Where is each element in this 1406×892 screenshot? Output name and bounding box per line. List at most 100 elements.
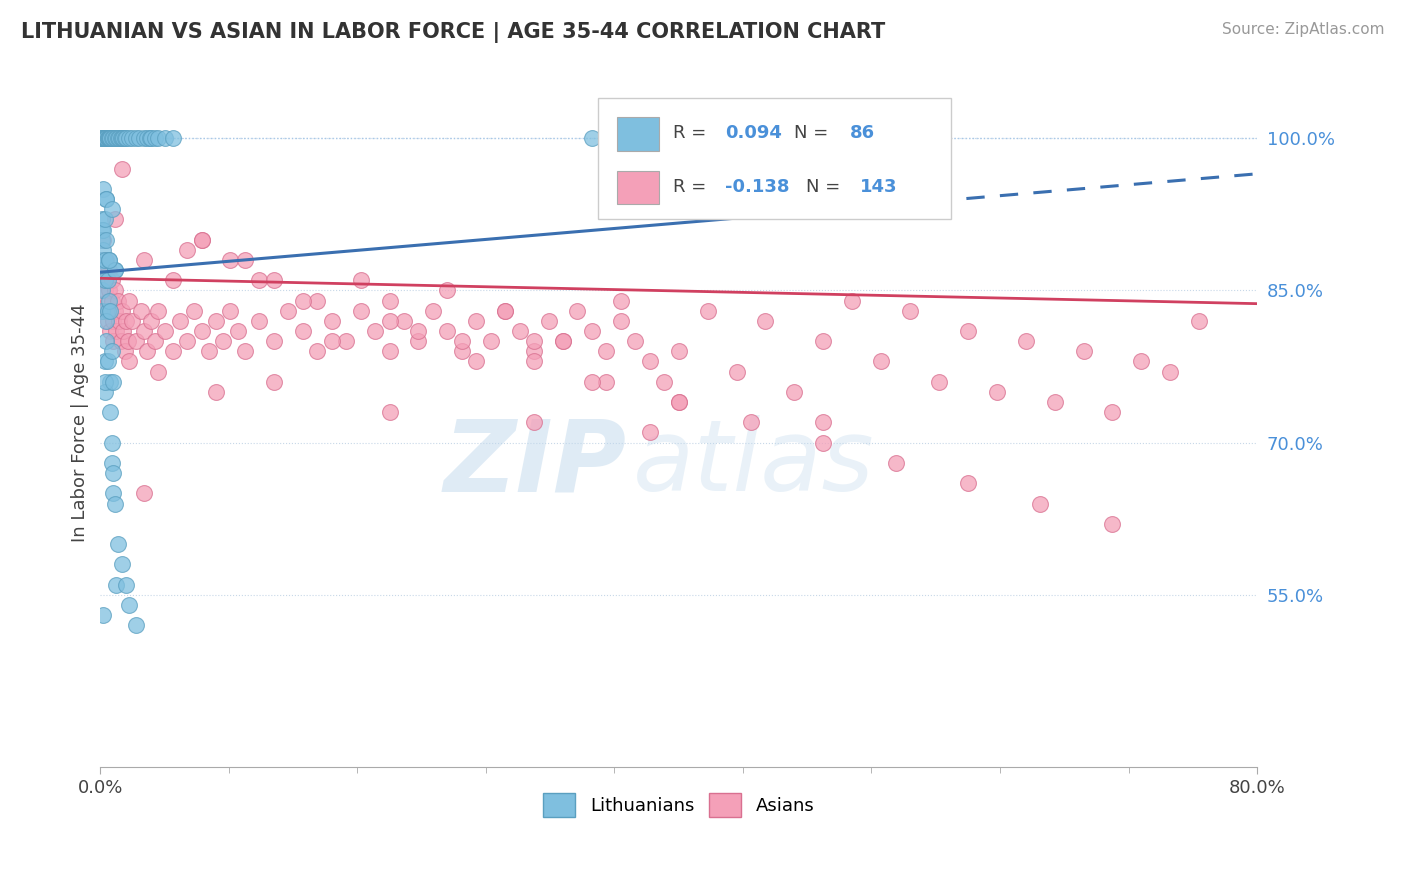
Point	[93, 253, 115, 268]
Point	[100, 303, 122, 318]
Text: R =: R =	[673, 125, 711, 143]
Point	[90, 253, 112, 268]
Point	[581, 131, 603, 145]
Point	[551, 334, 574, 349]
Point	[1029, 496, 1052, 510]
Point	[132, 253, 155, 268]
Point	[190, 233, 212, 247]
Point	[121, 314, 143, 328]
Point	[219, 253, 242, 268]
Point	[436, 284, 458, 298]
Point	[91, 182, 114, 196]
Point	[143, 334, 166, 349]
Point	[494, 303, 516, 318]
Point	[364, 324, 387, 338]
Point	[98, 263, 121, 277]
Point	[291, 324, 314, 338]
Point	[307, 293, 329, 308]
Point	[91, 222, 114, 236]
Point	[101, 131, 124, 145]
Point	[624, 334, 647, 349]
Point	[110, 334, 132, 349]
Point	[114, 344, 136, 359]
Point	[111, 131, 134, 145]
Point	[101, 273, 124, 287]
Point	[97, 131, 120, 145]
Point	[233, 253, 256, 268]
Point	[91, 233, 114, 247]
Point	[494, 303, 516, 318]
Point	[183, 303, 205, 318]
Point	[148, 131, 170, 145]
Point	[783, 384, 806, 399]
Point	[190, 324, 212, 338]
Legend: Lithuanians, Asians: Lithuanians, Asians	[536, 786, 821, 824]
Point	[813, 334, 835, 349]
Point	[114, 131, 136, 145]
Point	[100, 131, 122, 145]
Point	[378, 344, 401, 359]
Point	[378, 293, 401, 308]
Point	[450, 334, 472, 349]
Point	[135, 344, 157, 359]
Y-axis label: In Labor Force | Age 35-44: In Labor Force | Age 35-44	[72, 303, 89, 541]
Text: -0.138: -0.138	[725, 178, 789, 196]
Point	[567, 303, 589, 318]
Text: 86: 86	[849, 125, 875, 143]
Point	[129, 303, 152, 318]
Point	[90, 131, 112, 145]
Point	[263, 334, 285, 349]
Point	[90, 263, 112, 277]
Point	[143, 131, 166, 145]
Point	[638, 425, 661, 440]
Point	[90, 273, 112, 287]
Point	[93, 303, 115, 318]
Point	[103, 314, 125, 328]
Point	[212, 334, 235, 349]
Point	[928, 375, 950, 389]
Bar	[617, 118, 659, 151]
Point	[115, 577, 138, 591]
Point	[93, 273, 115, 287]
Point	[93, 284, 115, 298]
Point	[277, 303, 299, 318]
FancyBboxPatch shape	[598, 98, 950, 219]
Point	[205, 384, 228, 399]
Point	[90, 253, 112, 268]
Point	[956, 324, 979, 338]
Text: N =: N =	[806, 178, 846, 196]
Point	[104, 263, 127, 277]
Point	[105, 577, 128, 591]
Point	[813, 435, 835, 450]
Point	[1015, 334, 1038, 349]
Point	[668, 344, 690, 359]
Point	[90, 284, 112, 298]
Point	[307, 344, 329, 359]
Point	[668, 395, 690, 409]
Point	[93, 131, 115, 145]
Point	[422, 303, 444, 318]
Point	[94, 233, 117, 247]
Point	[509, 324, 531, 338]
Point	[1130, 354, 1153, 368]
Point	[104, 496, 127, 510]
Point	[91, 243, 114, 257]
Point	[94, 314, 117, 328]
Point	[898, 303, 921, 318]
Point	[90, 131, 112, 145]
Point	[1101, 516, 1123, 531]
Point	[115, 314, 138, 328]
Point	[91, 263, 114, 277]
Point	[94, 131, 117, 145]
Point	[112, 131, 135, 145]
Point	[523, 415, 546, 429]
Point	[90, 303, 112, 318]
Point	[90, 131, 112, 145]
Point	[118, 131, 141, 145]
Point	[523, 344, 546, 359]
Point	[986, 384, 1008, 399]
Point	[450, 344, 472, 359]
Point	[132, 324, 155, 338]
Point	[581, 324, 603, 338]
Point	[98, 131, 121, 145]
